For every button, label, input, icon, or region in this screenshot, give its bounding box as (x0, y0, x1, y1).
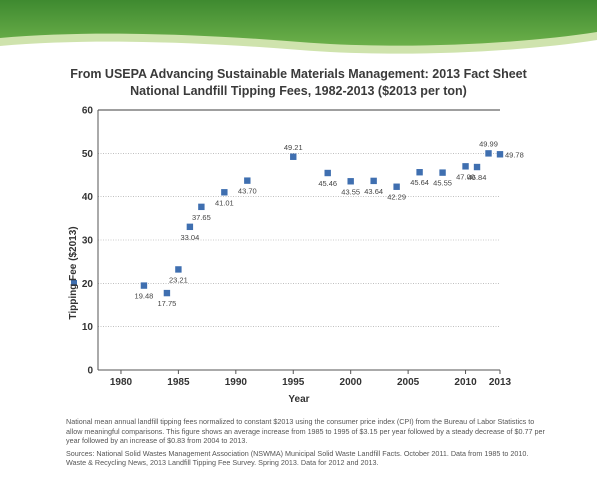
caption-sources: Sources: National Solid Wastes Managemen… (66, 448, 529, 468)
x-axis-label: Year (288, 394, 309, 405)
data-label: 45.64 (410, 178, 429, 187)
grid-layer (98, 109, 500, 327)
data-label: 46.84 (468, 173, 487, 182)
x-tick-label: 2010 (454, 377, 477, 388)
data-point (462, 163, 469, 170)
chart-subtitle: National Landfill Tipping Fees, 1982-201… (130, 84, 467, 98)
data-point (496, 151, 504, 158)
data-label: 49.78 (505, 150, 524, 159)
data-point (439, 169, 446, 176)
data-point (485, 150, 492, 157)
data-point (473, 163, 481, 171)
data-point (140, 282, 148, 289)
data-point (186, 223, 194, 231)
y-tick-label: 20 (82, 279, 94, 290)
y-tick-label: 30 (82, 236, 94, 247)
data-label: 43.55 (341, 187, 360, 196)
legend-marker (71, 280, 77, 286)
data-point (163, 289, 171, 297)
data-point (393, 183, 400, 190)
x-tick-label: 2000 (340, 377, 363, 388)
caption-description: National mean annual landfill tipping fe… (66, 417, 545, 446)
data-label: 41.01 (215, 198, 234, 207)
data-label: 23.21 (169, 275, 188, 284)
axis-layer: Year Tipping Fee ($2013) (68, 110, 500, 405)
data-label: 19.48 (135, 292, 154, 301)
data-label: 37.65 (192, 213, 211, 222)
x-tick-label: 2005 (397, 377, 420, 388)
chart-title: From USEPA Advancing Sustainable Materia… (70, 67, 527, 81)
banner-green-wave (0, 0, 597, 46)
data-point (416, 169, 423, 176)
y-tick-label: 0 (87, 366, 93, 377)
point-layer: 19.48 17.75 23.21 33.04 37.65 41.01 43.70 49.21… (135, 139, 524, 308)
chart-title-block: From USEPA Advancing Sustainable Materia… (0, 66, 597, 100)
y-tick-label: 40 (82, 192, 94, 203)
data-label: 45.55 (433, 179, 452, 188)
y-axis-label: Tipping Fee ($2013) (68, 226, 79, 319)
x-tick-label: 1985 (167, 377, 190, 388)
data-point (221, 189, 228, 196)
x-tick-label: 1990 (225, 377, 248, 388)
data-point (198, 203, 205, 211)
data-point (324, 169, 331, 177)
x-tick-label: 1980 (110, 377, 133, 388)
data-label: 17.75 (158, 299, 177, 308)
data-label: 43.70 (238, 187, 257, 196)
data-label: 42.29 (387, 193, 406, 202)
y-tick-label: 60 (82, 106, 94, 117)
data-point (175, 266, 182, 273)
y-tick-label: 10 (82, 322, 94, 333)
data-point (290, 153, 297, 160)
top-banner (0, 0, 597, 54)
y-tick-label: 50 (82, 149, 94, 160)
data-label: 49.21 (284, 143, 303, 152)
caption: National mean annual landfill tipping fe… (66, 417, 546, 471)
data-point (347, 178, 354, 185)
data-point (244, 177, 251, 184)
data-label: 33.04 (180, 233, 199, 242)
data-point (370, 177, 377, 185)
data-label: 43.64 (364, 187, 383, 196)
x-tick-label: 2013 (489, 377, 512, 388)
data-label: 45.46 (318, 179, 337, 188)
x-tick-label: 1995 (282, 377, 305, 388)
data-label: 49.99 (479, 139, 498, 148)
data-label: 47.00 (456, 172, 475, 181)
tick-layer: 0 10 20 30 40 50 60 1980 1985 1990 1995 2000 2005 201… (82, 106, 512, 389)
